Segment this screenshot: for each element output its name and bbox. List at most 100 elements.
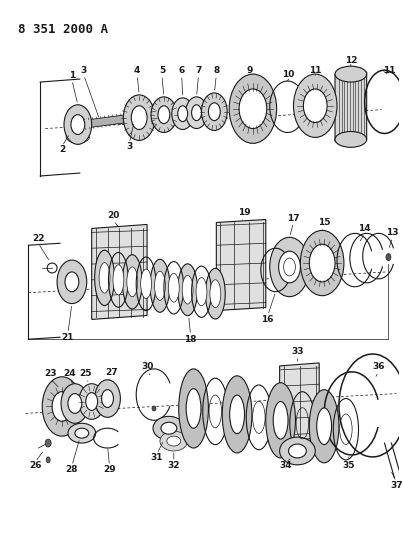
Text: 8: 8 bbox=[213, 66, 220, 75]
Polygon shape bbox=[81, 112, 150, 128]
Ellipse shape bbox=[317, 408, 332, 445]
Ellipse shape bbox=[102, 390, 114, 407]
Ellipse shape bbox=[161, 422, 177, 434]
Ellipse shape bbox=[158, 106, 170, 124]
Text: 3: 3 bbox=[81, 66, 87, 75]
Ellipse shape bbox=[141, 269, 152, 298]
Text: 10: 10 bbox=[283, 70, 295, 78]
Ellipse shape bbox=[68, 393, 82, 414]
Ellipse shape bbox=[127, 267, 138, 297]
Ellipse shape bbox=[95, 250, 114, 305]
Text: 1: 1 bbox=[69, 70, 75, 79]
Ellipse shape bbox=[229, 74, 276, 143]
Ellipse shape bbox=[68, 423, 96, 443]
Ellipse shape bbox=[152, 406, 156, 411]
Ellipse shape bbox=[153, 416, 185, 440]
Text: 14: 14 bbox=[358, 224, 371, 233]
Ellipse shape bbox=[71, 115, 85, 134]
Text: 31: 31 bbox=[151, 454, 163, 463]
Text: 26: 26 bbox=[29, 461, 42, 470]
Text: 11: 11 bbox=[309, 66, 322, 75]
Polygon shape bbox=[216, 220, 266, 311]
Ellipse shape bbox=[266, 383, 295, 458]
Ellipse shape bbox=[208, 103, 220, 120]
Ellipse shape bbox=[206, 269, 225, 319]
Ellipse shape bbox=[273, 401, 288, 439]
Ellipse shape bbox=[293, 74, 337, 138]
Ellipse shape bbox=[168, 273, 179, 302]
Text: 35: 35 bbox=[343, 461, 355, 470]
Text: 28: 28 bbox=[66, 465, 78, 474]
Ellipse shape bbox=[57, 260, 87, 304]
Ellipse shape bbox=[64, 105, 92, 144]
Ellipse shape bbox=[46, 457, 50, 463]
Ellipse shape bbox=[222, 376, 252, 453]
Ellipse shape bbox=[300, 230, 344, 296]
Ellipse shape bbox=[178, 264, 197, 316]
Ellipse shape bbox=[289, 444, 306, 458]
Ellipse shape bbox=[178, 106, 188, 122]
Ellipse shape bbox=[280, 437, 315, 465]
Text: 32: 32 bbox=[168, 461, 180, 470]
Ellipse shape bbox=[86, 393, 98, 410]
Ellipse shape bbox=[191, 105, 202, 120]
Ellipse shape bbox=[196, 278, 207, 306]
Text: 29: 29 bbox=[103, 465, 116, 474]
Text: 30: 30 bbox=[141, 362, 153, 372]
Ellipse shape bbox=[202, 93, 227, 131]
Ellipse shape bbox=[123, 95, 155, 140]
Text: 19: 19 bbox=[238, 208, 250, 217]
Text: 3: 3 bbox=[126, 142, 133, 151]
Ellipse shape bbox=[182, 276, 193, 304]
Ellipse shape bbox=[45, 439, 51, 447]
Text: 20: 20 bbox=[107, 211, 120, 220]
Text: 13: 13 bbox=[386, 228, 399, 237]
Ellipse shape bbox=[309, 390, 339, 463]
Ellipse shape bbox=[79, 384, 104, 419]
Text: 5: 5 bbox=[159, 66, 165, 75]
Text: 21: 21 bbox=[62, 333, 74, 342]
Ellipse shape bbox=[210, 280, 221, 308]
Ellipse shape bbox=[151, 97, 177, 133]
Ellipse shape bbox=[99, 263, 110, 293]
Ellipse shape bbox=[113, 265, 124, 295]
Text: 7: 7 bbox=[195, 66, 202, 75]
Ellipse shape bbox=[160, 431, 188, 451]
Ellipse shape bbox=[386, 254, 391, 261]
Text: 16: 16 bbox=[262, 315, 274, 324]
Text: 33: 33 bbox=[291, 346, 304, 356]
Ellipse shape bbox=[75, 428, 89, 438]
Text: 22: 22 bbox=[32, 234, 44, 243]
Ellipse shape bbox=[131, 106, 147, 130]
Ellipse shape bbox=[154, 271, 165, 301]
Text: 34: 34 bbox=[279, 461, 292, 470]
Text: 27: 27 bbox=[105, 368, 118, 377]
Ellipse shape bbox=[309, 244, 335, 282]
Ellipse shape bbox=[284, 258, 295, 276]
Text: 15: 15 bbox=[318, 218, 330, 227]
Ellipse shape bbox=[270, 237, 309, 297]
Ellipse shape bbox=[186, 97, 208, 128]
Text: 6: 6 bbox=[179, 66, 185, 75]
Text: 2: 2 bbox=[59, 145, 65, 154]
Ellipse shape bbox=[172, 98, 193, 130]
Ellipse shape bbox=[303, 89, 327, 123]
Text: 18: 18 bbox=[184, 335, 197, 344]
Polygon shape bbox=[335, 72, 367, 141]
Text: 25: 25 bbox=[79, 369, 92, 378]
Ellipse shape bbox=[42, 377, 82, 436]
Text: 23: 23 bbox=[44, 369, 56, 378]
Text: 37: 37 bbox=[390, 481, 403, 490]
Text: 36: 36 bbox=[372, 362, 385, 372]
Polygon shape bbox=[92, 224, 147, 319]
Text: 8 351 2000 A: 8 351 2000 A bbox=[19, 23, 108, 36]
Text: 11: 11 bbox=[383, 66, 396, 75]
Ellipse shape bbox=[61, 384, 89, 423]
Ellipse shape bbox=[278, 251, 300, 283]
Ellipse shape bbox=[167, 436, 181, 446]
Ellipse shape bbox=[123, 255, 142, 309]
Ellipse shape bbox=[95, 379, 120, 417]
Ellipse shape bbox=[179, 369, 208, 448]
Text: 9: 9 bbox=[247, 66, 253, 75]
Ellipse shape bbox=[186, 389, 201, 428]
